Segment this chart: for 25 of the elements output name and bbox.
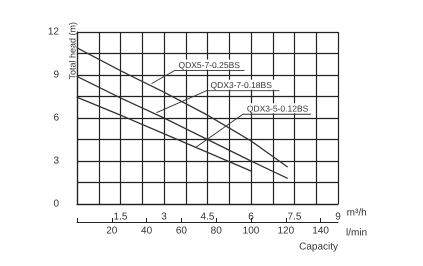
x-tick-label: 3 [161,212,168,222]
x-axis-title: m³/h [346,208,367,218]
x2-tick-label: 120 [277,226,295,236]
x-tick-label: 1.5 [114,212,128,222]
x-tick-label: 9 [335,212,342,222]
x2-tick-label: 100 [242,226,260,236]
y-tick-label: 3 [53,156,60,166]
x2-tick-label: 20 [106,226,118,236]
y-tick-label: 9 [53,70,60,80]
x2-tick-label: 140 [312,226,330,236]
x-tick-label: 6 [248,212,254,222]
annotation: QDX3-7-0.18BS [210,80,272,90]
x2-tick-label: 60 [176,226,188,236]
x-tick-label: 4.5 [200,212,215,222]
y-axis-title: Total head (m) [68,22,78,80]
x2-axis-title: l/min [346,228,368,238]
y-tick-label: 12 [48,26,60,38]
y-tick-label: 0 [53,198,60,210]
x2-tick-label: 80 [210,226,222,236]
x-tick-label: 7.5 [288,212,302,222]
y-tick-label: 6 [53,112,60,124]
x2-tick-label: 40 [141,226,153,236]
annotation: QDX3-5-0.12BS [246,104,309,114]
text: Capacity [299,242,338,252]
annotation: QDX5-7-0.25BS [178,60,240,70]
